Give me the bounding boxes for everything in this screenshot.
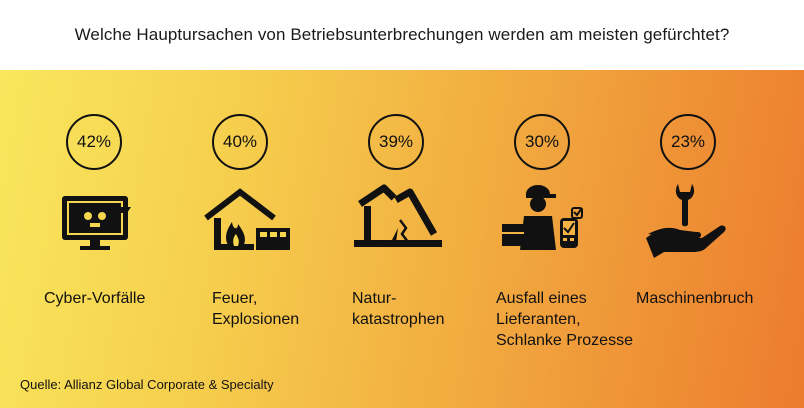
- value-label: 39%: [378, 132, 414, 151]
- value-label: 30%: [524, 132, 560, 151]
- value-label: 23%: [670, 132, 706, 151]
- computer-skull-icon: [62, 196, 131, 250]
- category-label: Feuer, Explosionen: [212, 290, 300, 328]
- category-label: Maschinenbruch: [636, 290, 754, 307]
- collapsed-building-icon: [354, 184, 442, 247]
- value-circle: 40%: [212, 114, 268, 170]
- category-label: Ausfall eines Lieferanten, Schlanke Proz…: [496, 290, 633, 349]
- infographic-panel: 42% Cyber-Vorfälle 40%: [0, 70, 804, 408]
- value-circle: 42%: [66, 114, 122, 170]
- value-label: 40%: [222, 132, 258, 151]
- source-note: Quelle: Allianz Global Corporate & Speci…: [20, 377, 274, 392]
- value-circle: 30%: [514, 114, 570, 170]
- chart-title: Welche Hauptursachen von Betriebsunterbr…: [74, 25, 730, 44]
- category-label: Cyber-Vorfälle: [44, 290, 146, 307]
- house-fire-icon: [204, 188, 290, 250]
- value-label: 42%: [76, 132, 112, 151]
- delivery-worker-icon: [502, 185, 583, 250]
- value-circle: 23%: [660, 114, 716, 170]
- hand-wrench-icon: [646, 184, 726, 258]
- value-circle: 39%: [368, 114, 424, 170]
- category-label: Natur- katastrophen: [352, 290, 445, 328]
